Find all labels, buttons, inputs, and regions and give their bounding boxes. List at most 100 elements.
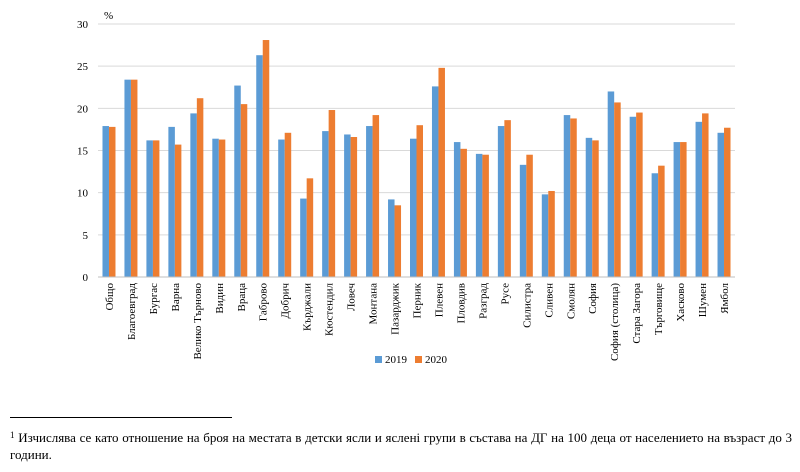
x-tick-label: София — [587, 283, 599, 314]
bar-2020 — [614, 102, 621, 278]
y-tick-label: 15 — [77, 146, 89, 158]
footnote-text: Изчислява се като отношение на броя на м… — [10, 430, 792, 462]
bar-2020 — [196, 98, 204, 277]
bar-2020 — [658, 165, 665, 277]
bar-2019 — [541, 194, 549, 277]
bar-2019 — [234, 85, 241, 278]
x-tick-label: Монтана — [368, 283, 380, 325]
x-tick-label: Благоевград — [126, 283, 138, 340]
x-tick-label: Русе — [499, 283, 511, 305]
footnote-marker: 1 — [10, 430, 15, 440]
bar-2020 — [328, 110, 336, 278]
bar-2020 — [460, 148, 467, 277]
bar-2019 — [607, 91, 615, 277]
y-unit-label: % — [104, 10, 113, 22]
bars — [102, 40, 731, 278]
bar-2019 — [102, 126, 109, 277]
bar-2020 — [548, 190, 555, 277]
bar-2019 — [431, 86, 439, 277]
legend-swatch-2019 — [375, 356, 382, 363]
x-tick-label: Враца — [236, 283, 248, 312]
bar-2019 — [497, 126, 505, 277]
bar-2020 — [152, 140, 160, 277]
bar-2020 — [174, 144, 182, 277]
x-tick-label: Пазарджик — [390, 282, 402, 334]
x-tick-label: Плевен — [433, 283, 445, 317]
bar-2019 — [300, 198, 307, 277]
bar-2019 — [695, 121, 703, 278]
y-tick-label: 5 — [83, 230, 89, 242]
bar-2019 — [256, 55, 263, 277]
bar-2020 — [262, 40, 270, 278]
bar-chart: 0 5 10 15 20 25 30 Общо Благоевград Бургас Варна Ве… — [77, 10, 735, 366]
x-tick-label: Пловдив — [455, 283, 467, 324]
bar-2019 — [278, 139, 285, 277]
x-tick-label: Перник — [412, 282, 424, 318]
bar-2019 — [212, 138, 219, 277]
x-tick-label: София (столица) — [609, 283, 621, 361]
bar-2020 — [130, 79, 138, 277]
legend: 2019 2020 — [375, 354, 448, 366]
y-tick-label: 25 — [77, 61, 89, 73]
x-tick-label: Добрич — [280, 283, 292, 319]
y-tick-label: 10 — [77, 188, 89, 200]
bar-2020 — [526, 154, 533, 277]
bar-2019 — [168, 126, 175, 278]
x-tick-label: Разград — [477, 283, 489, 319]
bar-2020 — [438, 67, 445, 277]
x-tick-label: Общо — [104, 283, 116, 311]
bar-2020 — [724, 127, 731, 277]
footnote-divider — [10, 417, 232, 418]
x-tick-label: Варна — [170, 283, 182, 312]
x-tick-label: Кюстендил — [324, 283, 336, 336]
bar-2020 — [570, 118, 577, 277]
legend-swatch-2020 — [415, 356, 422, 363]
x-tick-label: Ловеч — [346, 283, 358, 311]
bar-2020 — [284, 132, 292, 277]
bar-2019 — [190, 113, 197, 277]
x-tick-label: Бургас — [148, 283, 160, 314]
x-tick-label: Стара Загора — [631, 283, 643, 344]
bar-2019 — [146, 140, 153, 277]
bar-2020 — [504, 120, 511, 277]
bar-2020 — [306, 178, 314, 277]
bar-2019 — [410, 138, 417, 277]
x-tick-label: Габрово — [258, 283, 270, 322]
bar-2019 — [475, 153, 483, 277]
bar-2020 — [592, 140, 599, 277]
bar-2019 — [563, 115, 571, 277]
bar-2019 — [651, 173, 659, 277]
bar-2019 — [388, 199, 395, 277]
bar-2020 — [394, 205, 402, 277]
x-tick-label: Велико Търново — [192, 283, 204, 360]
y-tick-label: 0 — [83, 272, 89, 284]
tick-labels: 0 5 10 15 20 25 30 Общо Благоевград Бургас Варна Ве… — [77, 19, 731, 361]
x-tick-label: Кърджали — [302, 283, 314, 331]
x-tick-label: Сливен — [543, 283, 555, 318]
bar-2020 — [350, 137, 358, 277]
bar-2020 — [108, 126, 116, 278]
bar-2019 — [585, 137, 593, 277]
x-tick-label: Шумен — [697, 283, 709, 317]
x-tick-label: Смолян — [565, 283, 577, 319]
y-tick-label: 20 — [77, 103, 89, 115]
bar-2020 — [680, 142, 687, 277]
x-tick-label: Силистра — [521, 283, 533, 328]
bar-2020 — [482, 154, 489, 277]
bar-2019 — [519, 164, 527, 277]
legend-label-2020: 2020 — [425, 354, 448, 366]
bar-2020 — [636, 112, 643, 277]
bar-2020 — [416, 125, 423, 277]
bar-2019 — [322, 131, 329, 277]
x-tick-label: Хасково — [675, 283, 687, 322]
bar-2020 — [372, 115, 380, 277]
bar-2020 — [240, 104, 248, 277]
bar-2019 — [717, 132, 725, 277]
bar-2019 — [453, 142, 461, 277]
bar-2019 — [673, 142, 681, 277]
x-tick-label: Ямбол — [719, 283, 731, 314]
x-tick-label: Търговище — [653, 283, 665, 335]
bar-2019 — [124, 79, 131, 277]
bar-2019 — [629, 116, 637, 278]
x-tick-label: Видин — [214, 283, 226, 314]
